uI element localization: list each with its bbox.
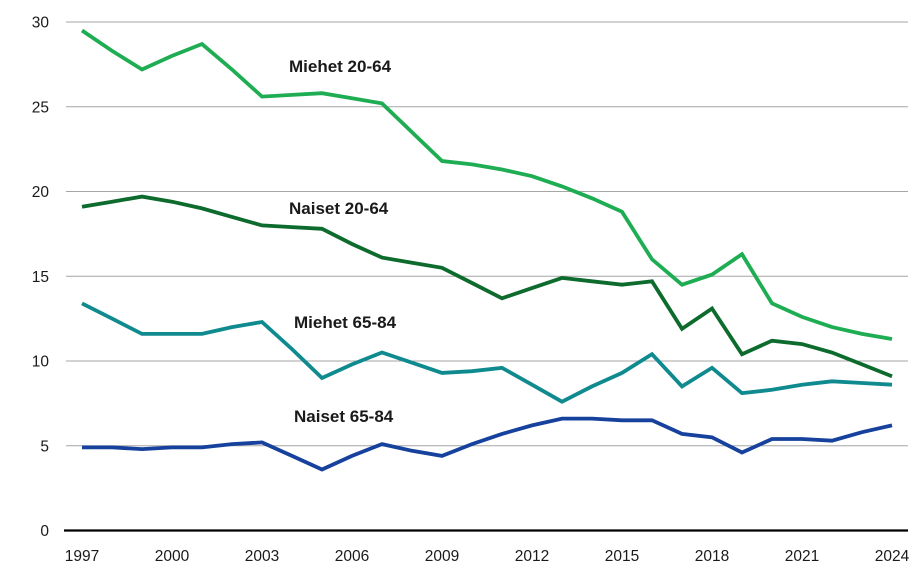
series-line-miehet-65-84 (81, 301, 893, 404)
x-tick-label-2018: 2018 (695, 548, 729, 565)
x-tick-label-2024: 2024 (875, 548, 910, 565)
series-label-miehet-20-64: Miehet 20-64 (289, 57, 392, 76)
x-tick-label-2015: 2015 (605, 548, 639, 565)
series-label-naiset-20-64: Naiset 20-64 (289, 199, 389, 218)
y-tick-label-15: 15 (32, 269, 49, 286)
series-label-naiset-65-84: Naiset 65-84 (294, 407, 394, 426)
series-line-naiset-20-64 (81, 194, 893, 379)
y-tick-label-30: 30 (32, 15, 50, 32)
x-tick-label-2000: 2000 (155, 548, 190, 565)
series-line-naiset-65-84 (82, 416, 893, 472)
y-tick-label-0: 0 (40, 523, 49, 540)
x-tick-label-2003: 2003 (245, 548, 279, 565)
x-tick-label-2009: 2009 (425, 548, 459, 565)
y-tick-label-5: 5 (40, 438, 49, 455)
y-tick-label-20: 20 (32, 184, 50, 201)
x-tick-label-2012: 2012 (515, 548, 549, 565)
series-line-miehet-20-64 (80, 28, 893, 341)
series-label-miehet-65-84: Miehet 65-84 (294, 313, 397, 332)
x-tick-label-2006: 2006 (335, 548, 369, 565)
x-tick-label-1997: 1997 (65, 548, 99, 565)
y-tick-label-10: 10 (32, 354, 50, 371)
x-tick-label-2021: 2021 (785, 548, 819, 565)
y-tick-label-25: 25 (32, 99, 49, 116)
